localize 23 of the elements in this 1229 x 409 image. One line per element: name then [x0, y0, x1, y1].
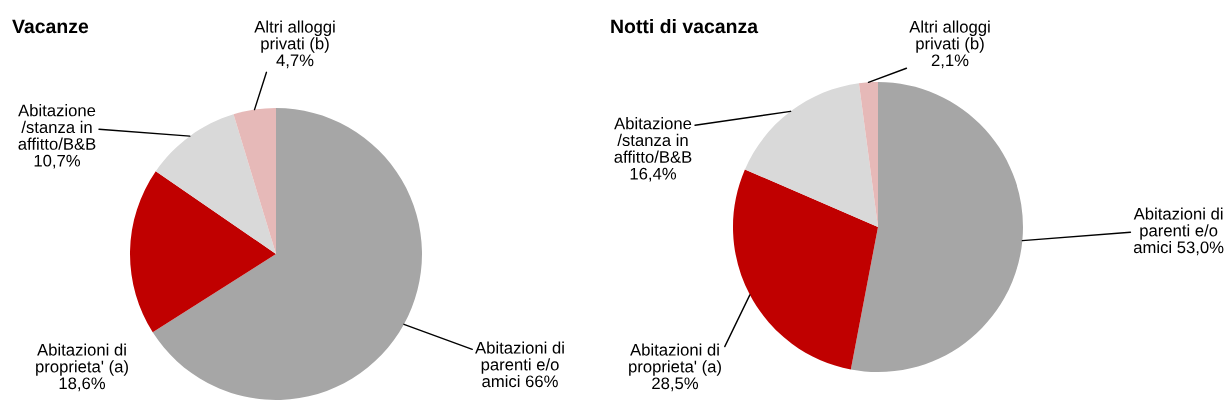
pie-slice	[152, 108, 422, 400]
pie-slice	[733, 169, 878, 370]
slice-label: Abitazioni di proprieta' (a)	[629, 343, 721, 376]
pie-slice	[850, 82, 1023, 372]
pie-slice	[155, 114, 276, 254]
chart-title: Vacanze	[12, 19, 89, 34]
pie-slice	[130, 171, 276, 333]
chart-title: Notti di vacanza	[611, 18, 759, 34]
data-label: 10,7%	[34, 154, 81, 169]
data-label: 2,1%	[931, 54, 969, 69]
slice-label: Altri alloggi privati (b)	[254, 20, 335, 53]
pie-slice	[744, 83, 878, 227]
data-label: 28,5%	[652, 377, 699, 392]
slice-label: Altri alloggi privati (b)	[909, 20, 990, 53]
slice-label: Abitazione /stanza in affitto/B&B	[18, 104, 96, 150]
data-label: 18,6%	[59, 377, 106, 392]
data-label: 16,4%	[630, 167, 677, 182]
pie-slice	[233, 108, 276, 254]
data-label: 4,7%	[276, 54, 314, 69]
slice-label: Abitazioni di proprieta' (a)	[36, 343, 128, 376]
slice-label: Abitazioni di parenti e/o amici 53,0%	[1133, 207, 1224, 256]
slice-label: Abitazione /stanza in affitto/B&B	[614, 117, 692, 163]
slice-label: Abitazioni di parenti e/o amici 66%	[475, 341, 564, 388]
